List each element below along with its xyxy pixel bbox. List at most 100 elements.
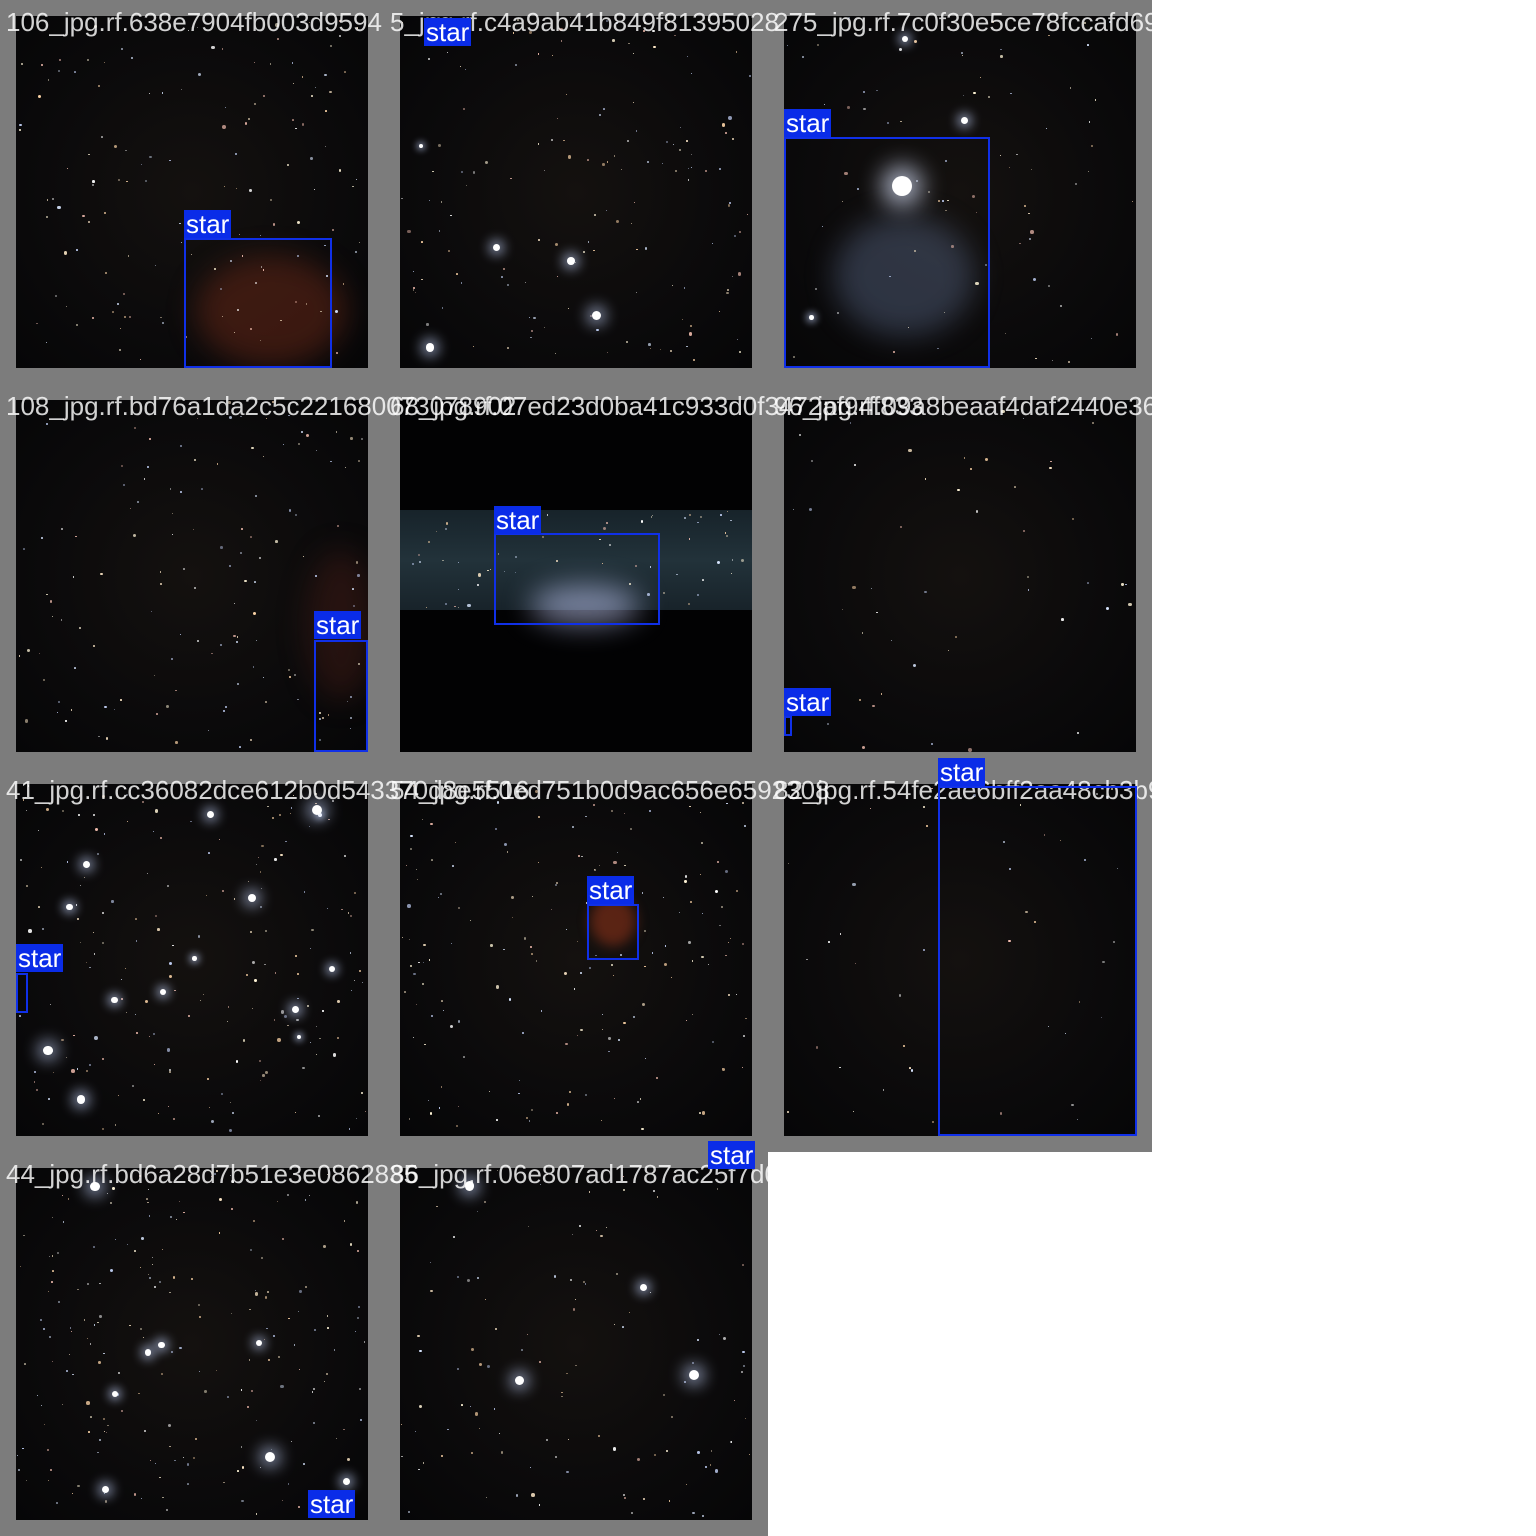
star-point xyxy=(281,1238,284,1240)
star-point xyxy=(489,568,492,571)
star-point xyxy=(665,945,667,947)
star-point xyxy=(637,1101,639,1103)
star-point xyxy=(1035,357,1038,360)
star-point xyxy=(747,213,749,215)
star-point xyxy=(416,1003,418,1005)
star-point xyxy=(254,979,257,982)
star-point xyxy=(109,1201,113,1204)
star-point xyxy=(61,810,64,813)
star-point xyxy=(147,1201,149,1204)
star-point xyxy=(38,906,40,908)
detection-label: star xyxy=(587,875,635,905)
star-point xyxy=(514,555,517,559)
star-point xyxy=(428,200,430,202)
star-point xyxy=(464,68,467,71)
star-point xyxy=(254,1292,259,1296)
star-point xyxy=(686,56,688,58)
star-point xyxy=(456,273,458,275)
star-point xyxy=(606,209,608,211)
star-point xyxy=(97,1321,99,1324)
star-point xyxy=(575,1364,577,1367)
star-point xyxy=(412,289,415,291)
star-point xyxy=(220,1092,224,1095)
star-point xyxy=(613,860,617,865)
star-point xyxy=(229,415,233,419)
star-point xyxy=(635,130,638,132)
star-point xyxy=(302,1067,305,1070)
star-point xyxy=(484,1298,487,1301)
star-point xyxy=(159,1281,162,1284)
star-point xyxy=(173,1118,176,1121)
star-point xyxy=(167,884,170,887)
star-point xyxy=(343,1220,346,1222)
star-point xyxy=(495,985,500,989)
star-point xyxy=(118,349,122,352)
star-point xyxy=(160,316,162,318)
star-point xyxy=(169,160,171,162)
star-point xyxy=(567,1438,570,1441)
star-point xyxy=(87,1431,90,1434)
star-point xyxy=(313,1329,316,1331)
star-point xyxy=(633,1016,635,1018)
star-point xyxy=(211,45,215,50)
star-point xyxy=(316,449,318,451)
star-point xyxy=(742,1035,745,1037)
star-point xyxy=(134,1013,137,1016)
star-point xyxy=(58,59,61,62)
bright-star xyxy=(144,1349,152,1356)
star-point xyxy=(594,214,596,216)
star-point xyxy=(508,998,512,1001)
star-point xyxy=(240,1446,243,1448)
star-point xyxy=(206,1078,209,1081)
star-point xyxy=(68,1354,70,1356)
star-point xyxy=(138,1392,140,1395)
star-point xyxy=(450,1025,454,1029)
star-point xyxy=(157,928,160,931)
star-point xyxy=(700,811,702,813)
star-point xyxy=(419,1404,423,1409)
star-point xyxy=(1050,461,1052,463)
star-point xyxy=(467,604,471,608)
star-point xyxy=(893,350,896,353)
star-point xyxy=(214,1172,217,1175)
star-point xyxy=(166,704,169,708)
star-point xyxy=(315,1025,318,1028)
star-point xyxy=(335,1437,337,1440)
star-point xyxy=(48,1335,52,1339)
star-point xyxy=(192,528,195,531)
star-point xyxy=(666,1450,669,1453)
star-point xyxy=(828,941,830,943)
star-point xyxy=(644,247,648,250)
star-point xyxy=(636,1458,640,1462)
star-point xyxy=(556,881,559,884)
star-point xyxy=(254,281,257,284)
star-point xyxy=(408,938,411,941)
star-point xyxy=(141,1497,143,1499)
star-point xyxy=(984,457,989,462)
star-point xyxy=(709,1464,712,1466)
star-point xyxy=(49,1003,51,1005)
star-point xyxy=(945,209,947,212)
star-point xyxy=(354,1330,356,1332)
star-point xyxy=(174,1459,176,1462)
bright-star xyxy=(265,1451,275,1462)
star-point xyxy=(312,1388,315,1391)
star-point xyxy=(130,57,133,60)
star-point xyxy=(463,1056,465,1059)
star-point xyxy=(286,163,290,167)
star-point xyxy=(285,840,288,843)
star-point xyxy=(154,1462,157,1465)
star-point xyxy=(623,1021,626,1025)
star-point xyxy=(675,170,678,173)
star-point xyxy=(510,177,513,180)
star-point xyxy=(731,559,734,561)
star-point xyxy=(678,911,680,913)
star-point xyxy=(620,168,622,170)
star-point xyxy=(325,110,327,112)
star-point xyxy=(305,433,310,438)
star-point xyxy=(350,1243,353,1246)
bright-star xyxy=(247,893,257,903)
star-point xyxy=(529,336,532,339)
star-point xyxy=(1000,55,1003,58)
